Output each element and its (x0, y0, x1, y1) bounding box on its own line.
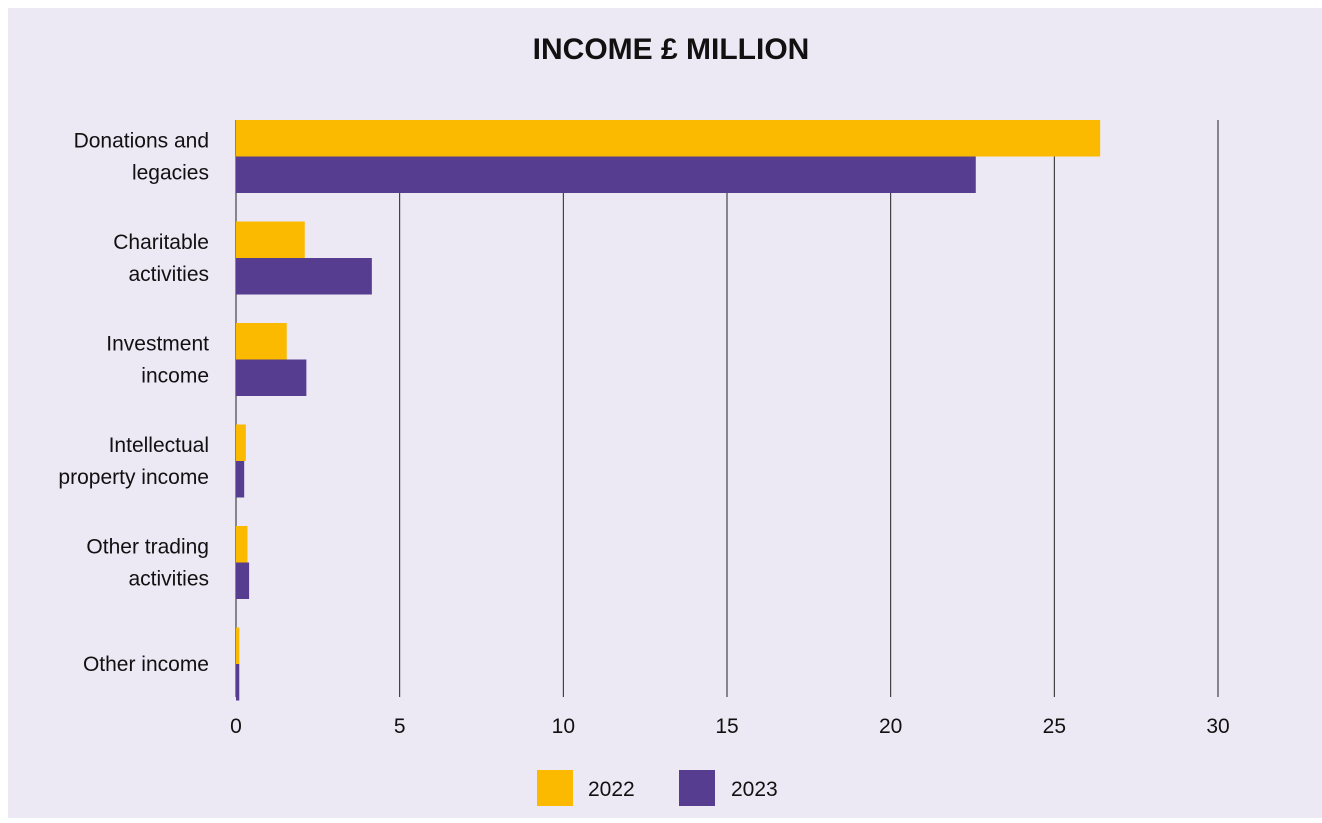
bar-2022-other-trading-activities (236, 526, 248, 563)
bar-2023-other-income (236, 664, 240, 701)
x-tick-label-25: 25 (1043, 715, 1066, 738)
category-label-donations-and-legacies: Donations and legacies (74, 130, 209, 185)
category-label-line: Other trading (86, 536, 209, 559)
gridlines (235, 120, 1219, 697)
category-label-investment-income: Investment income (106, 333, 209, 388)
bar-2023-investment-income (236, 359, 307, 396)
category-labels: Donations and legacies Charitable activitie… (58, 130, 209, 677)
legend-label-2022: 2022 (588, 778, 635, 801)
bar-2023-donations-and-legacies (236, 156, 976, 193)
bar-2022-charitable-activities (236, 221, 305, 258)
category-label-line: legacies (132, 162, 209, 185)
x-tick-label-5: 5 (394, 715, 406, 738)
legend: 2022 2023 (537, 770, 778, 806)
category-label-line: Other income (83, 653, 209, 676)
bar-2023-other-trading-activities (236, 562, 250, 599)
category-label-charitable-activities: Charitable activities (113, 231, 209, 286)
category-label-line: Intellectual (109, 434, 209, 457)
category-label-line: activities (128, 568, 209, 591)
bar-2022-other-income (236, 627, 240, 664)
bar-2023-intellectual-property-income (236, 461, 245, 498)
category-label-line: property income (58, 466, 209, 489)
legend-swatch-2022 (537, 770, 573, 806)
category-label-line: activities (128, 263, 209, 286)
category-label-line: Investment (106, 333, 209, 356)
bar-2022-donations-and-legacies (236, 120, 1101, 157)
x-tick-label-15: 15 (715, 715, 738, 738)
category-label-line: Charitable (113, 231, 209, 254)
legend-label-2023: 2023 (731, 778, 778, 801)
bar-2022-intellectual-property-income (236, 424, 246, 461)
category-label-intellectual-property-income: Intellectual property income (58, 434, 209, 489)
bar-2023-charitable-activities (236, 258, 372, 295)
category-label-other-income: Other income (83, 653, 209, 676)
bars (236, 120, 1101, 701)
chart-title: INCOME £ MILLION (533, 33, 810, 66)
category-label-line: income (141, 365, 209, 388)
x-tick-label-10: 10 (552, 715, 575, 738)
category-label-line: Donations and (74, 130, 209, 153)
x-tick-label-0: 0 (230, 715, 242, 738)
category-label-other-trading-activities: Other trading activities (86, 536, 209, 591)
legend-swatch-2023 (679, 770, 715, 806)
bar-2022-investment-income (236, 323, 287, 360)
x-axis-tick-labels: 0 5 10 15 20 25 30 (230, 715, 1230, 738)
x-tick-label-30: 30 (1206, 715, 1229, 738)
x-tick-label-20: 20 (879, 715, 902, 738)
